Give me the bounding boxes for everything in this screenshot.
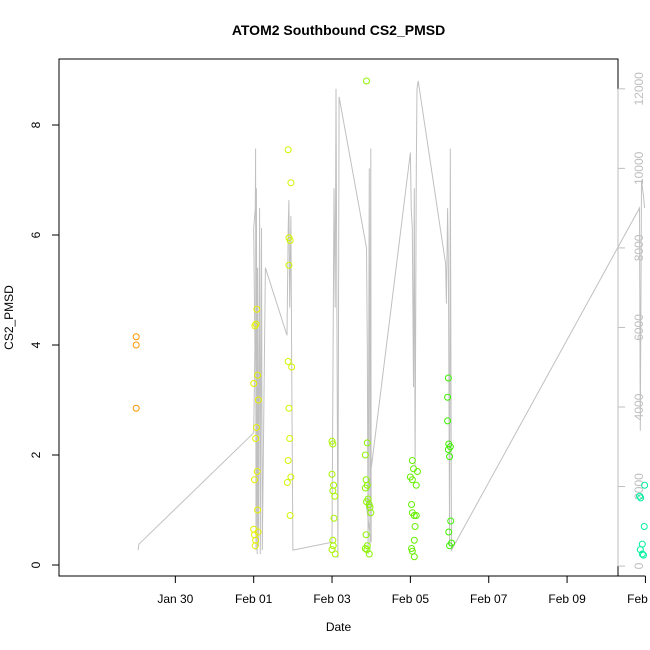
data-point bbox=[250, 476, 258, 484]
y-tick-label: 6 bbox=[29, 231, 43, 238]
data-point bbox=[254, 506, 262, 514]
data-point bbox=[361, 484, 369, 492]
data-point bbox=[408, 545, 416, 552]
data-point bbox=[363, 546, 371, 554]
y-axis: 0 2 4 6 8 bbox=[29, 121, 60, 568]
data-point bbox=[284, 146, 292, 154]
data-point bbox=[447, 517, 455, 525]
x-tick-label: Feb 11 bbox=[627, 592, 650, 606]
data-point bbox=[637, 494, 645, 502]
data-point bbox=[132, 333, 140, 341]
data-point bbox=[284, 457, 292, 464]
data-point bbox=[253, 305, 261, 313]
data-point bbox=[329, 542, 337, 550]
data-point bbox=[251, 322, 259, 330]
x-tick-label: Jan 30 bbox=[157, 592, 193, 606]
data-point bbox=[363, 439, 371, 447]
data-point bbox=[444, 446, 452, 453]
data-point bbox=[250, 380, 258, 387]
y-tick-label: 0 bbox=[29, 561, 43, 568]
data-point bbox=[254, 396, 262, 404]
data-point bbox=[132, 341, 140, 349]
data-point bbox=[252, 424, 260, 431]
data-point bbox=[287, 473, 295, 481]
x-tick-label: Feb 03 bbox=[313, 592, 351, 606]
x-tick-label: Feb 07 bbox=[470, 592, 508, 606]
x-tick-label: Feb 01 bbox=[235, 592, 273, 606]
y2-tick-label: 10000 bbox=[632, 151, 646, 185]
data-point bbox=[412, 481, 420, 489]
y2-tick-label: 2000 bbox=[632, 473, 646, 500]
y2-tick-label: 0 bbox=[632, 562, 646, 569]
points-layer bbox=[132, 77, 649, 561]
data-point bbox=[253, 468, 261, 475]
data-point bbox=[446, 453, 454, 461]
data-point bbox=[639, 551, 647, 559]
data-point bbox=[287, 179, 295, 187]
data-point bbox=[286, 237, 294, 244]
y2-tick-label: 6000 bbox=[632, 314, 646, 341]
data-point bbox=[361, 451, 369, 459]
data-point bbox=[361, 545, 369, 552]
data-point bbox=[641, 481, 649, 489]
data-point bbox=[252, 435, 260, 442]
data-point bbox=[286, 435, 294, 442]
data-point bbox=[367, 509, 375, 517]
x-axis: Jan 30 Feb 01 Feb 03 Feb 05 Feb 07 Feb 09 Feb … bbox=[157, 575, 650, 606]
data-point bbox=[252, 320, 260, 328]
data-point bbox=[410, 536, 418, 544]
data-point bbox=[254, 371, 262, 379]
data-point bbox=[330, 514, 338, 522]
data-point bbox=[636, 546, 644, 554]
data-point bbox=[365, 501, 373, 508]
data-point bbox=[132, 404, 140, 412]
data-point bbox=[444, 417, 452, 425]
secondary-line-layer bbox=[137, 80, 646, 559]
data-point bbox=[638, 550, 646, 558]
data-point bbox=[362, 531, 370, 539]
data-point bbox=[636, 492, 644, 500]
data-point bbox=[444, 393, 452, 401]
data-point bbox=[408, 457, 416, 464]
data-point bbox=[640, 523, 648, 530]
data-point bbox=[413, 468, 421, 475]
y-tick-label: 8 bbox=[29, 121, 43, 128]
secondary-series-line bbox=[137, 80, 646, 559]
data-point bbox=[408, 476, 416, 484]
data-point bbox=[329, 440, 337, 448]
x-tick-label: Feb 09 bbox=[548, 592, 586, 606]
data-point bbox=[331, 492, 339, 500]
data-point bbox=[410, 553, 418, 561]
data-point bbox=[283, 479, 291, 486]
x-tick-label: Feb 05 bbox=[392, 592, 430, 606]
data-point bbox=[251, 542, 259, 550]
chart-title: ATOM2 Southbound CS2_PMSD bbox=[232, 22, 445, 38]
data-point bbox=[288, 363, 296, 371]
y2-tick-label: 12000 bbox=[632, 72, 646, 106]
data-point bbox=[445, 528, 453, 536]
data-point bbox=[412, 512, 420, 519]
data-point bbox=[363, 77, 371, 85]
data-point bbox=[284, 358, 292, 365]
y2-tick-label: 4000 bbox=[632, 393, 646, 420]
data-point bbox=[254, 528, 262, 536]
data-point bbox=[446, 542, 454, 550]
y-tick-label: 2 bbox=[29, 451, 43, 458]
data-point bbox=[408, 501, 416, 508]
data-point bbox=[444, 374, 452, 382]
data-point bbox=[285, 261, 293, 269]
y-tick-label: 4 bbox=[29, 341, 43, 348]
y-axis-label: CS2_PMSD bbox=[2, 285, 16, 350]
x-axis-label: Date bbox=[326, 620, 352, 634]
data-point bbox=[286, 512, 294, 519]
data-point bbox=[411, 523, 419, 530]
data-point bbox=[331, 550, 339, 558]
y2-axis: 0 2000 4000 6000 8000 10000 12000 bbox=[617, 72, 646, 569]
data-point bbox=[410, 512, 418, 519]
y2-tick-label: 8000 bbox=[632, 234, 646, 261]
data-point bbox=[328, 470, 336, 478]
data-point bbox=[328, 437, 336, 445]
data-point bbox=[285, 404, 293, 412]
